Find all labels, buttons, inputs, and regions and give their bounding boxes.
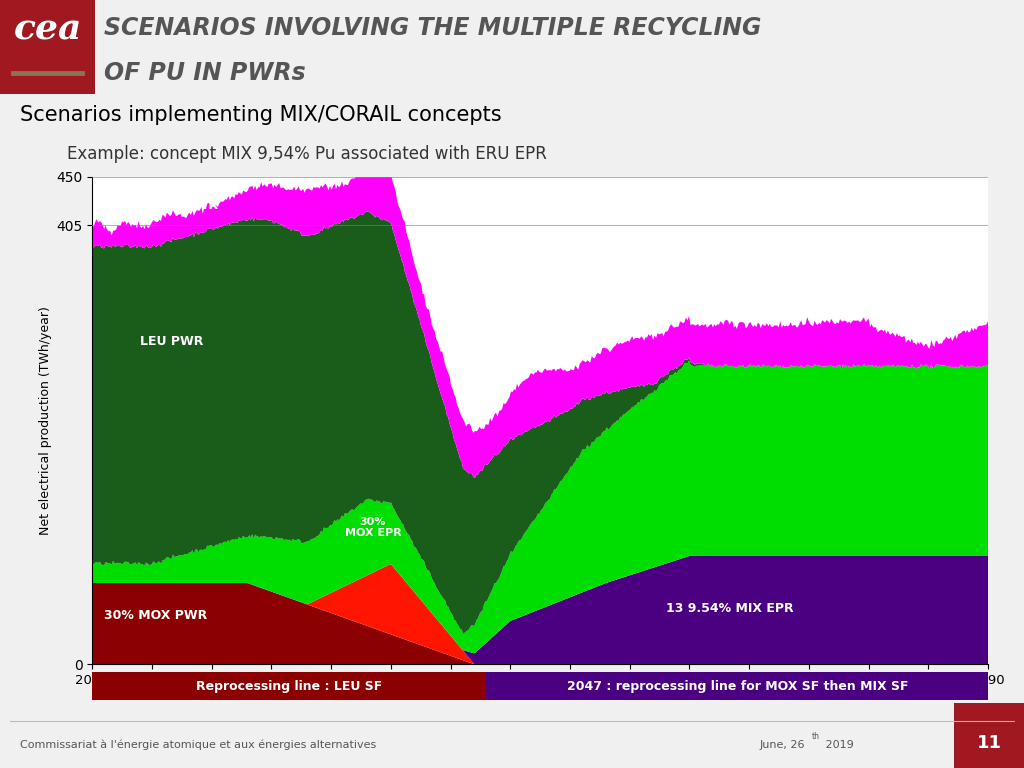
Text: 6 ERU PWR: 6 ERU PWR: [140, 199, 218, 212]
Text: th: th: [812, 732, 820, 741]
Text: SCENARIOS INVOLVING THE MULTIPLE RECYCLING: SCENARIOS INVOLVING THE MULTIPLE RECYCLI…: [104, 16, 762, 40]
Text: cea: cea: [14, 13, 82, 47]
Bar: [954, 703, 1024, 768]
Bar: [486, 672, 988, 700]
Text: Scenarios implementing MIX/CORAIL concepts: Scenarios implementing MIX/CORAIL concep…: [20, 105, 502, 125]
Text: Reprocessing line : LEU SF: Reprocessing line : LEU SF: [197, 680, 382, 693]
Text: June, 26: June, 26: [760, 740, 805, 750]
Text: 2047 : reprocessing line for MOX SF then MIX SF: 2047 : reprocessing line for MOX SF then…: [566, 680, 908, 693]
Text: LEU PWR: LEU PWR: [140, 335, 204, 348]
Text: 13 9.54% MIX EPR: 13 9.54% MIX EPR: [666, 602, 794, 615]
Text: 7 ERU EPR: 7 ERU EPR: [617, 237, 691, 250]
Text: 30% MOX PWR: 30% MOX PWR: [104, 609, 207, 622]
Bar: [0, 0, 95, 94]
Text: OF PU IN PWRs: OF PU IN PWRs: [104, 61, 306, 85]
Text: Example: concept MIX 9,54% Pu associated with ERU EPR: Example: concept MIX 9,54% Pu associated…: [67, 144, 547, 163]
Y-axis label: Net electrical production (TWh/year): Net electrical production (TWh/year): [39, 306, 52, 535]
Text: 30%
MOX EPR: 30% MOX EPR: [344, 517, 401, 538]
Text: Commissariat à l'énergie atomique et aux énergies alternatives: Commissariat à l'énergie atomique et aux…: [20, 740, 377, 750]
Bar: [92, 672, 486, 700]
Text: 2019: 2019: [822, 740, 854, 750]
Text: 18 LEU PWR: 18 LEU PWR: [594, 299, 679, 312]
Text: 11: 11: [977, 734, 1001, 752]
